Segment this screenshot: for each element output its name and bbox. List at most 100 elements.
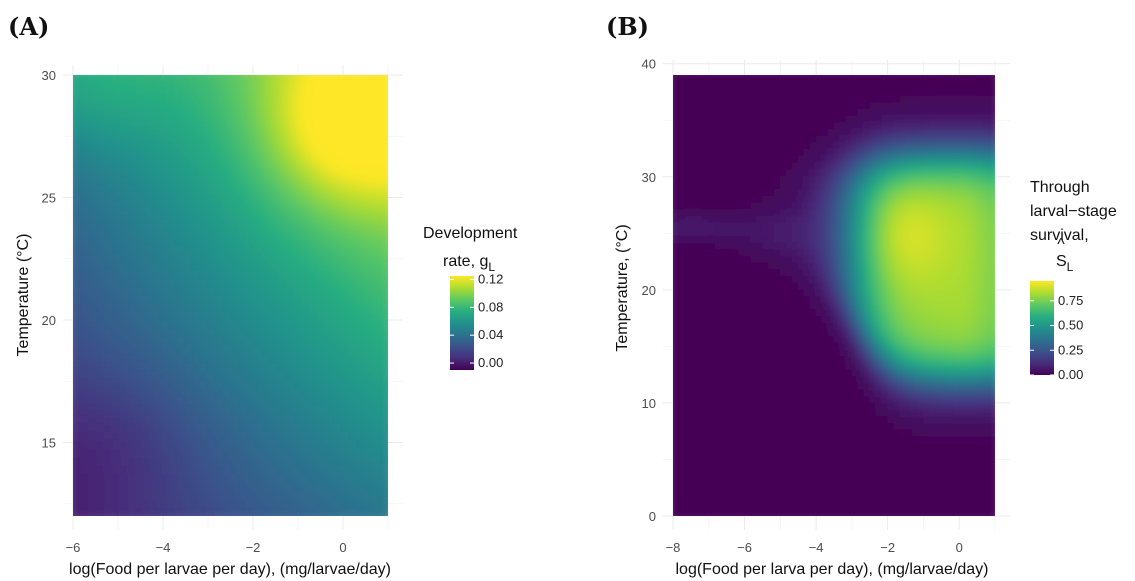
panel-b-heat-cell bbox=[797, 395, 805, 403]
panel-a-heat-cell bbox=[198, 422, 208, 432]
panel-b-heat-cell bbox=[875, 268, 883, 276]
panel-a-heat-cell bbox=[88, 481, 98, 492]
panel-b-heat-cell bbox=[732, 134, 740, 143]
panel-b-heat-cell bbox=[881, 234, 889, 243]
panel-b-heat-cell bbox=[863, 114, 871, 123]
panel-b-heat-cell bbox=[779, 261, 787, 270]
panel-a-heat-cell bbox=[190, 244, 200, 254]
panel-a-heat-cell bbox=[96, 150, 105, 161]
panel-a-heat-cell bbox=[261, 295, 271, 305]
panel-a-heat-cell bbox=[261, 227, 271, 237]
panel-b-heat-cell bbox=[857, 181, 865, 190]
panel-a-heat-cell bbox=[222, 498, 231, 509]
panel-b-heat-cell bbox=[684, 268, 692, 276]
panel-b-heat-cell bbox=[881, 341, 889, 350]
panel-a-heat-cell bbox=[174, 91, 184, 101]
panel-b-heat-cell bbox=[845, 421, 853, 430]
panel-b-heat-cell bbox=[702, 308, 710, 317]
panel-b-heat-cell bbox=[785, 348, 793, 357]
panel-b-heat-cell bbox=[827, 87, 835, 96]
panel-b-heat-cell bbox=[714, 295, 722, 303]
panel-a-heat-cell bbox=[285, 320, 294, 330]
panel-b-heat-cell bbox=[779, 395, 787, 403]
panel-b-heat-cell bbox=[732, 75, 740, 83]
panel-b-heat-cell bbox=[738, 421, 746, 430]
panel-a-heat-cell bbox=[143, 278, 153, 288]
panel-b-heat-cell bbox=[726, 214, 734, 223]
panel-b-heat-cell bbox=[726, 101, 734, 109]
panel-a-heat-cell bbox=[127, 269, 137, 280]
panel-a-heat-cell bbox=[111, 176, 121, 186]
panel-b-heat-cell bbox=[845, 154, 853, 163]
panel-a-heat-cell bbox=[371, 133, 381, 144]
panel-a-heat-cell bbox=[80, 456, 90, 466]
panel-a-heat-cell bbox=[73, 295, 74, 305]
panel-b-heat-cell bbox=[791, 214, 799, 223]
panel-b-heat-cell bbox=[887, 121, 895, 129]
panel-b-heat-cell bbox=[773, 114, 781, 123]
panel-a-heat-cell bbox=[174, 133, 184, 144]
panel-b-heat-cell bbox=[690, 194, 698, 203]
panel-a-heat-cell bbox=[73, 507, 82, 516]
panel-b-heat-cell bbox=[839, 141, 847, 149]
panel-b-heat-cell bbox=[797, 321, 805, 330]
panel-b-heat-cell bbox=[702, 134, 710, 143]
panel-a-heat-cell bbox=[104, 430, 113, 441]
panel-a-heat-cell bbox=[214, 345, 224, 356]
panel-a-heat-cell bbox=[127, 328, 137, 339]
panel-a-heat-cell bbox=[308, 244, 318, 254]
panel-b-heat-cell bbox=[732, 87, 740, 96]
panel-a-heat-cell bbox=[324, 99, 334, 110]
panel-a-heat-cell bbox=[340, 176, 350, 186]
panel-b-heat-cell bbox=[809, 87, 817, 96]
panel-b-heat-cell bbox=[673, 261, 680, 270]
panel-b-heat-cell bbox=[893, 288, 901, 296]
panel-a-heat-cell bbox=[237, 235, 247, 246]
panel-b-heat-cell bbox=[732, 442, 740, 450]
panel-b-heat-cell bbox=[702, 401, 710, 410]
panel-b-heat-cell bbox=[732, 274, 740, 283]
panel-a-heat-cell bbox=[348, 167, 357, 178]
panel-a-heat-cell bbox=[269, 422, 279, 432]
panel-a-heat-cell bbox=[214, 201, 224, 212]
panel-b-heat-cell bbox=[673, 368, 674, 377]
panel-b-heat-cell bbox=[678, 161, 686, 170]
panel-a-heat-cell bbox=[379, 507, 388, 516]
panel-a-heat-cell bbox=[379, 345, 388, 356]
panel-b-heat-cell bbox=[767, 308, 775, 317]
panel-a-heat-cell bbox=[135, 75, 145, 76]
panel-a-heat-cell bbox=[143, 507, 153, 516]
panel-a-heat-cell bbox=[73, 396, 74, 407]
panel-b-heat-cell bbox=[869, 502, 877, 510]
panel-b-heat-cell bbox=[673, 121, 674, 129]
panel-a-heat-cell bbox=[214, 311, 224, 322]
panel-a-heat-cell bbox=[356, 515, 365, 516]
panel-a-heat-cell bbox=[214, 337, 224, 347]
panel-b-heat-cell bbox=[673, 87, 674, 96]
panel-a-heat-cell bbox=[222, 515, 231, 516]
panel-b-heat-cell bbox=[779, 188, 787, 196]
panel-a-heat-cell bbox=[104, 311, 113, 322]
panel-a-heat-cell bbox=[332, 167, 342, 178]
panel-a-heat-cell bbox=[96, 405, 105, 415]
panel-a-heat-cell bbox=[324, 328, 334, 339]
panel-a-heat-cell bbox=[324, 201, 334, 212]
panel-a-heat-cell bbox=[316, 498, 326, 509]
panel-a-heat-cell bbox=[88, 82, 98, 93]
panel-a-colorbar-ticks: 0.120.080.040.00 bbox=[450, 271, 503, 370]
panel-a-heat-cell bbox=[214, 473, 224, 483]
panel-a-heat-cell bbox=[324, 75, 334, 76]
panel-b-heat-cell bbox=[815, 261, 823, 270]
panel-b-heat-cell bbox=[881, 335, 889, 343]
panel-b-heat-cell bbox=[839, 375, 847, 383]
panel-a-heat-cell bbox=[356, 159, 365, 169]
panel-b-heat-cell bbox=[803, 435, 811, 443]
panel-a-heat-cell bbox=[316, 133, 326, 144]
panel-b-heat-cell bbox=[779, 114, 787, 123]
panel-a-heat-cell bbox=[245, 354, 255, 364]
panel-b-heat-cell bbox=[755, 428, 763, 437]
panel-b-heat-cell bbox=[750, 381, 757, 390]
panel-b-heat-cell bbox=[678, 261, 686, 270]
panel-a-heat-cell bbox=[119, 337, 129, 347]
panel-b-heat-cell bbox=[726, 401, 734, 410]
